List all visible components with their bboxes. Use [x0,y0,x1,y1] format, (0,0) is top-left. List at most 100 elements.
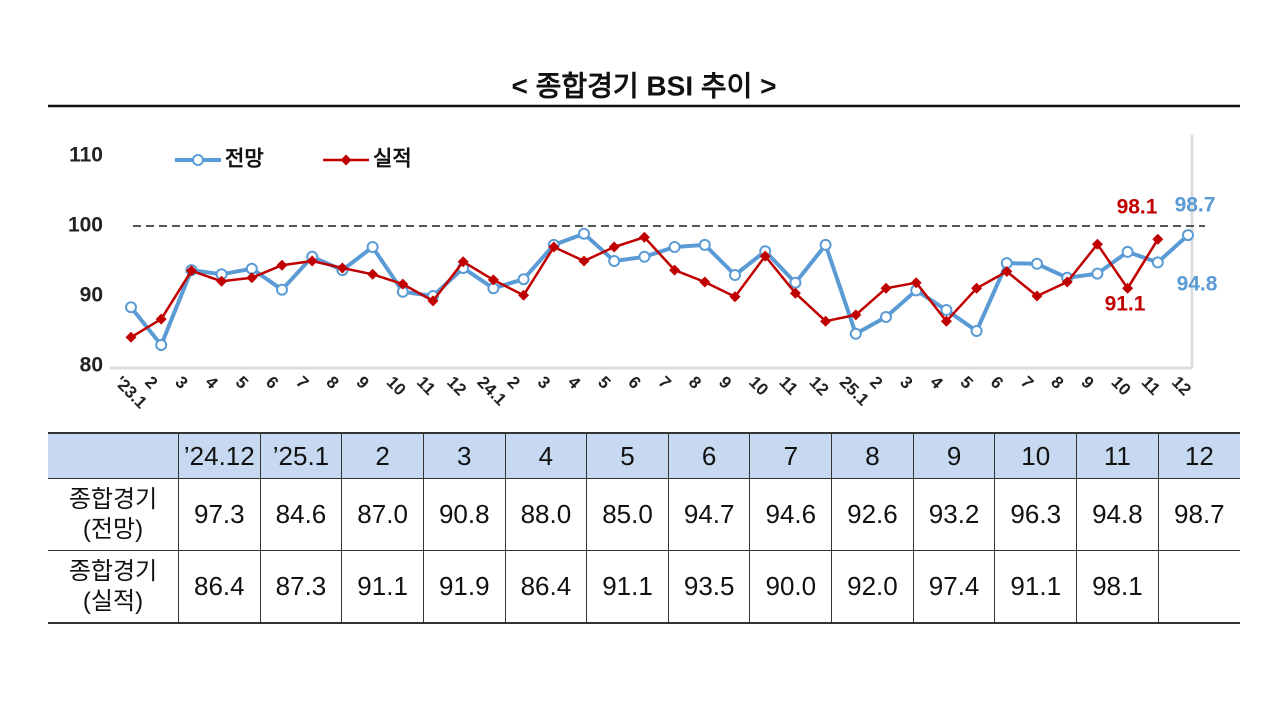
data-point [820,315,832,327]
data-point [729,269,741,281]
header-cell: 7 [749,432,833,479]
data-point [487,274,499,286]
row-label-line: (전망) [82,515,144,543]
data-point [216,275,228,287]
data-point [125,301,137,314]
table-cell: 93.2 [912,478,996,551]
data-point [849,327,862,340]
x-tick-label: 8 [685,373,705,393]
x-tick-label: 4 [926,373,947,394]
corner-cell [48,432,179,479]
data-point [608,241,620,253]
table-cell: 91.1 [341,550,424,624]
data-point [155,339,168,351]
data-point [940,304,953,316]
data-point [789,287,801,299]
data-point [1061,276,1073,288]
data-point [367,268,379,280]
header-cell: ’25.1 [259,432,343,479]
table-cell: 90.8 [422,478,506,551]
x-tick-label: 5 [232,373,252,393]
header-cell: 8 [831,432,914,479]
data-point [668,241,681,253]
x-tick-label: 12 [806,373,833,400]
x-tick-label: 6 [987,373,1007,393]
x-tick-label: 3 [896,373,916,393]
data-point [457,256,469,268]
legend-label: 전망 [225,148,264,171]
y-tick-label: 110 [69,144,103,167]
x-tick-label: 8 [322,373,342,393]
data-point [699,276,711,288]
x-tick-label: 5 [957,373,977,393]
table-cell: 92.0 [831,550,914,624]
data-point [669,264,681,276]
y-tick-label: 100 [68,214,103,237]
x-tick-label: 10 [383,373,410,400]
data-point [940,315,952,327]
table-cell: 85.0 [586,478,669,551]
data-point [517,273,530,286]
x-tick-label: 10 [1108,373,1135,400]
data-point [880,311,892,323]
table-cell: 93.5 [667,550,751,624]
x-tick-label: 2 [504,373,524,393]
table-cell: 91.9 [422,550,506,624]
legend-marker [340,154,352,166]
legend-item: 전망 [175,148,264,171]
x-tick-label: 6 [624,373,644,393]
header-row: ’24.12’25.1 2 3 4 5 6 7 8 9 10 11 12 [48,432,1240,479]
table-cell: 92.6 [831,478,914,551]
data-point [246,272,258,284]
x-tick-label: 10 [745,373,772,400]
data-point [698,238,711,251]
data-point [1091,267,1104,280]
y-tick-label: 90 [80,284,103,307]
header-cell: 12 [1157,432,1240,479]
title: < 종합경기 BSI 추이 > [511,70,776,101]
data-point [518,289,530,301]
table-cell: 96.3 [994,478,1078,551]
data-table: ’24.12’25.1 2 3 4 5 6 7 8 9 10 11 12 종합경기 (전망) 97.3 84.… [48,432,1240,624]
table-cell: 94.6 [749,478,833,551]
data-point [638,231,650,243]
data-point [578,227,590,240]
table-row: 종합경기 (실적) 86.4 87.3 91.1 91.9 86.4 91.1 93.5 90.0… [48,550,1240,624]
data-point [1182,229,1194,242]
table-cell: 84.6 [259,478,343,551]
table-cell: 91.1 [994,550,1078,624]
table-cell: 94.7 [667,478,751,551]
data-point [638,250,651,263]
data-label: 94.8 [1177,273,1218,296]
data-point [608,255,621,267]
data-point [306,255,318,267]
data-point [1152,233,1164,245]
data-point [1151,256,1164,269]
data-label: 98.1 [1117,196,1158,219]
table-cell: 87.0 [341,478,424,551]
row-label-line: 종합경기 [68,485,158,513]
header-cell: 10 [994,432,1078,479]
table-cell: 88.0 [504,478,588,551]
legend-label: 실적 [373,148,412,171]
data-point [578,255,590,267]
header-cell: 4 [504,432,588,479]
data-point [155,313,167,325]
table-row: 종합경기 (전망) 97.3 84.6 87.0 90.8 88.0 85.0 94.7 94.6… [48,478,1240,551]
data-point [397,278,409,290]
data-point [970,325,983,337]
data-point [276,283,288,296]
data-point [910,277,922,289]
data-label: 98.7 [1175,194,1216,217]
data-point [1031,257,1043,270]
data-point [971,282,983,294]
table-cell: 90.0 [749,550,833,624]
x-tick-label: 25.1 [836,373,873,410]
row-label: 종합경기 (전망) [48,478,179,551]
x-tick-label: 4 [564,373,585,394]
x-tick-label: 4 [202,373,223,394]
x-tick-label: '23.1 [111,373,151,413]
x-tick-label: 12 [443,373,470,400]
header-cell: ’24.12 [178,432,261,479]
